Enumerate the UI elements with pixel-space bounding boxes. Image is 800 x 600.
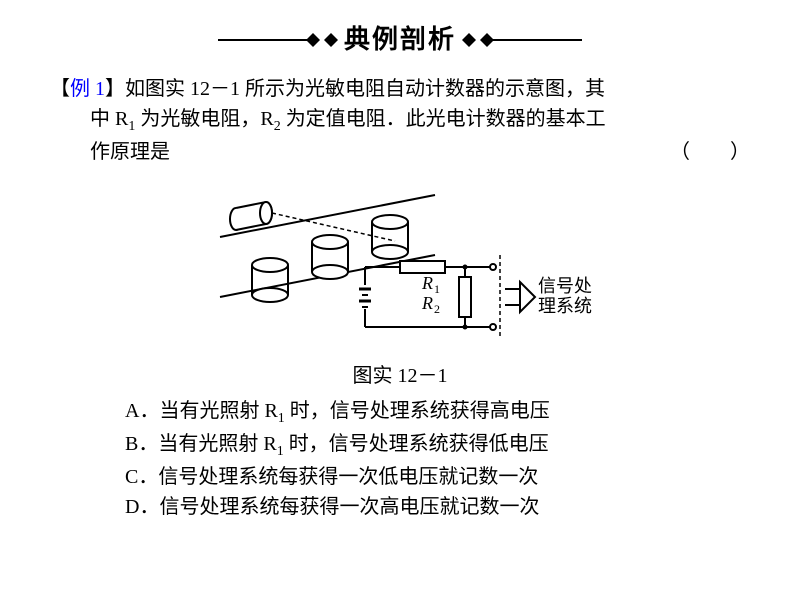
- example-label: 例 1: [70, 78, 105, 100]
- section-title: 典例剖析: [344, 20, 456, 59]
- title-row: 典例剖析: [50, 20, 750, 59]
- opt-a-post: 时，信号处理系统获得高电压: [285, 400, 550, 422]
- opt-b-post: 时，信号处理系统获得低电压: [284, 433, 549, 455]
- problem-text: 【例 1】如图实 12－1 所示为光敏电阻自动计数器的示意图，其 中 R1 为光…: [50, 74, 750, 167]
- opt-b-sub: 1: [277, 444, 284, 459]
- option-c: C．信号处理系统每获得一次低电压就记数一次: [125, 462, 750, 492]
- bracket-open: 【: [50, 78, 70, 100]
- text-1: 如图实 12－1 所示为光敏电阻自动计数器的示意图，其: [125, 78, 605, 100]
- svg-text:1: 1: [434, 282, 440, 296]
- svg-text:信号处: 信号处: [538, 276, 592, 296]
- options-list: A．当有光照射 R1 时，信号处理系统获得高电压 B．当有光照射 R1 时，信号…: [50, 396, 750, 522]
- text-2a: 中 R: [90, 108, 128, 130]
- option-a: A．当有光照射 R1 时，信号处理系统获得高电压: [125, 396, 750, 429]
- opt-a-sub: 1: [278, 411, 285, 426]
- figure: R 1 R 2 信号处 理系统: [50, 177, 750, 356]
- divider-right-icon: [462, 30, 582, 50]
- svg-text:R: R: [421, 273, 433, 293]
- text-2c: 为定值电阻．此光电计数器的基本工: [281, 108, 606, 130]
- page-root: 典例剖析 【例 1】如图实 12－1 所示为光敏电阻自动计数器的示意图，其 中 …: [0, 0, 800, 542]
- opt-b-pre: B．当有光照射 R: [125, 433, 277, 455]
- text-3: 作原理是: [90, 141, 170, 163]
- svg-text:R: R: [421, 293, 433, 313]
- bracket-close: 】: [105, 78, 125, 100]
- option-b: B．当有光照射 R1 时，信号处理系统获得低电压: [125, 429, 750, 462]
- circuit-diagram-icon: R 1 R 2 信号处 理系统: [200, 177, 600, 347]
- text-2b: 为光敏电阻，R: [135, 108, 273, 130]
- svg-text:理系统: 理系统: [538, 296, 592, 316]
- problem-line-2: 中 R1 为光敏电阻，R2 为定值电阻．此光电计数器的基本工: [50, 104, 750, 137]
- figure-caption: 图实 12－1: [50, 361, 750, 391]
- opt-a-pre: A．当有光照射 R: [125, 400, 278, 422]
- problem-line-3: 作原理是 （ ）: [50, 137, 750, 167]
- answer-paren: （ ）: [630, 137, 750, 167]
- sub-2: 2: [274, 119, 281, 134]
- divider-left-icon: [218, 30, 338, 50]
- problem-line-1: 【例 1】如图实 12－1 所示为光敏电阻自动计数器的示意图，其: [50, 74, 750, 104]
- option-d: D．信号处理系统每获得一次高电压就记数一次: [125, 492, 750, 522]
- svg-text:2: 2: [434, 302, 440, 316]
